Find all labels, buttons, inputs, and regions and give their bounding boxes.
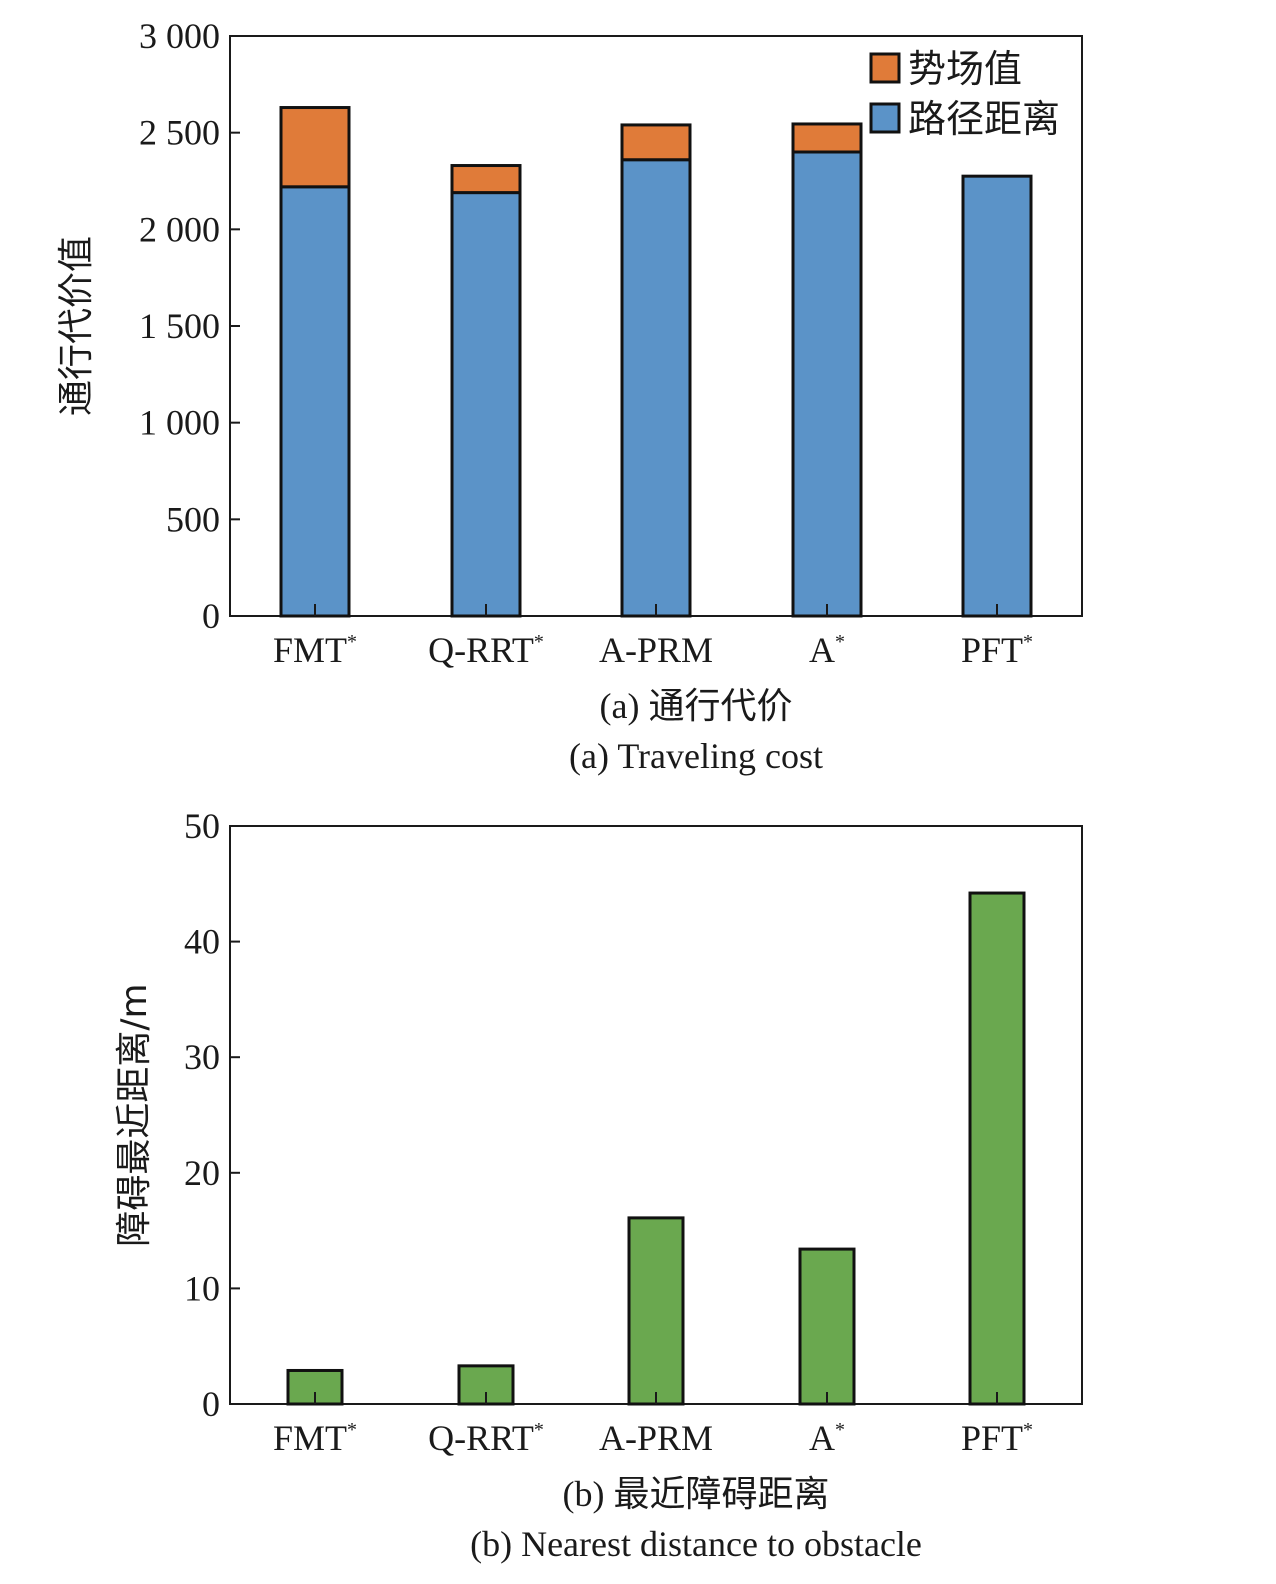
y-tick-label: 20 <box>184 1153 220 1193</box>
caption-cn: (a) 通行代价 <box>600 686 793 726</box>
bar-A-PRM-s0 <box>620 158 692 618</box>
legend-swatch <box>869 102 901 134</box>
y-tick-label: 0 <box>202 1384 220 1424</box>
bar-FMT*-s0 <box>279 185 351 618</box>
legend-label: 路径距离 <box>908 97 1060 141</box>
y-tick-label: 50 <box>184 806 220 846</box>
y-tick-label: 1 000 <box>139 403 220 443</box>
legend-label: 势场值 <box>908 47 1022 91</box>
y-tick-label: 2 000 <box>139 209 220 249</box>
y-tick-label: 3 000 <box>139 16 220 56</box>
x-tick-label: A-PRM <box>599 1418 713 1458</box>
x-tick-label: PFT* <box>961 630 1033 670</box>
x-tick-label: Q-RRT* <box>428 1418 544 1458</box>
x-tick-label: FMT* <box>273 630 357 670</box>
bar-PFT*-s0 <box>968 891 1026 1406</box>
x-tick-label: PFT* <box>961 1418 1033 1458</box>
bar-A*-s0 <box>798 1247 856 1406</box>
bar-FMT*-s1 <box>279 106 351 189</box>
caption-cn: (b) 最近障碍距离 <box>563 1474 830 1514</box>
y-tick-label: 500 <box>166 499 220 539</box>
bar-A-PRM-s1 <box>620 123 692 162</box>
chart-panel-b: 0 10 20 30 40 50 FMT* Q-RRT* A-PRM A* PFT* 障碍最近距离/m… <box>114 806 1083 1564</box>
y-axis-label: 障碍最近距离/m <box>114 983 155 1246</box>
x-tick-label: FMT* <box>273 1418 357 1458</box>
x-tick-label: A-PRM <box>599 630 713 670</box>
bar-A-PRM-s0 <box>627 1216 685 1406</box>
chart-panel-a: 0 500 1 000 1 500 2 000 2 500 3 000 FMT* Q-RRT* A… <box>56 16 1083 776</box>
caption-en: (b) Nearest distance to obstacle <box>470 1524 922 1564</box>
bar-A*-s1 <box>791 122 863 154</box>
y-tick-label: 0 <box>202 596 220 636</box>
caption-en: (a) Traveling cost <box>569 736 823 776</box>
y-tick-label: 40 <box>184 922 220 962</box>
x-tick-label: Q-RRT* <box>428 630 544 670</box>
bar-A*-s0 <box>791 150 863 618</box>
bar-PFT*-s0 <box>961 174 1033 618</box>
y-axis-label: 通行代价值 <box>56 236 97 416</box>
y-tick-label: 30 <box>184 1037 220 1077</box>
y-tick-label: 1 500 <box>139 306 220 346</box>
bar-Q-RRT*-s1 <box>450 164 522 195</box>
legend-swatch <box>869 52 901 84</box>
x-tick-label: A* <box>809 630 845 670</box>
x-tick-label: A* <box>809 1418 845 1458</box>
y-tick-label: 2 500 <box>139 113 220 153</box>
bar-Q-RRT*-s0 <box>450 191 522 618</box>
y-tick-label: 10 <box>184 1268 220 1308</box>
